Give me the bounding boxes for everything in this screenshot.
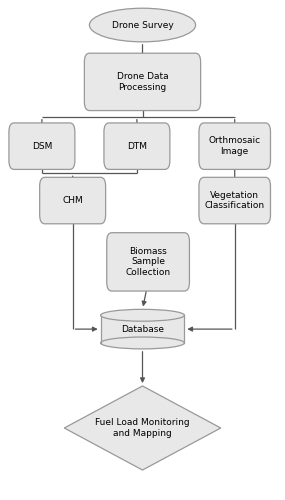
FancyBboxPatch shape	[199, 123, 270, 170]
Text: Drone Survey: Drone Survey	[112, 20, 173, 30]
Text: DSM: DSM	[32, 142, 52, 150]
Text: Database: Database	[121, 324, 164, 334]
Text: Biomass
Sample
Collection: Biomass Sample Collection	[125, 247, 171, 277]
FancyBboxPatch shape	[9, 123, 75, 170]
Ellipse shape	[101, 310, 184, 321]
Ellipse shape	[101, 337, 184, 349]
FancyBboxPatch shape	[104, 123, 170, 170]
FancyBboxPatch shape	[199, 178, 270, 224]
FancyBboxPatch shape	[107, 232, 190, 291]
Ellipse shape	[89, 8, 196, 42]
Text: DTM: DTM	[127, 142, 147, 150]
Text: Drone Data
Processing: Drone Data Processing	[117, 72, 168, 92]
Polygon shape	[64, 386, 221, 470]
Text: Vegetation
Classification: Vegetation Classification	[205, 191, 265, 210]
Text: Fuel Load Monitoring
and Mapping: Fuel Load Monitoring and Mapping	[95, 418, 190, 438]
FancyBboxPatch shape	[40, 178, 106, 224]
Bar	[101, 316, 184, 343]
FancyBboxPatch shape	[84, 53, 201, 110]
Text: CHM: CHM	[62, 196, 83, 205]
Text: Orthmosaic
Image: Orthmosaic Image	[209, 136, 261, 156]
